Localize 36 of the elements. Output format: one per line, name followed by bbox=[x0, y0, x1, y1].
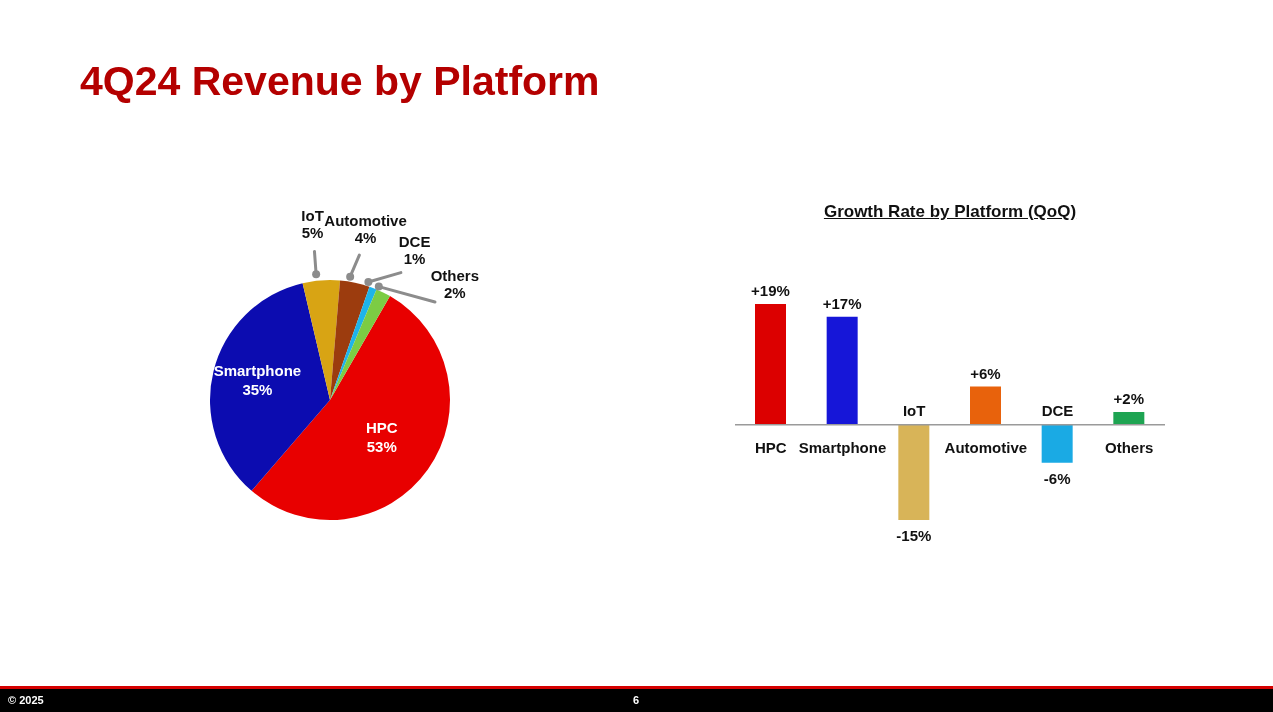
bar bbox=[898, 424, 930, 520]
chart-title: Growth Rate by Platform (QoQ) bbox=[822, 202, 1078, 222]
pie-slice bbox=[330, 289, 390, 400]
data-label: 35% bbox=[242, 381, 273, 399]
pie-slice bbox=[210, 283, 330, 491]
data-label: -15% bbox=[896, 527, 932, 544]
data-label: +2% bbox=[1113, 390, 1145, 407]
data-label: +19% bbox=[751, 282, 790, 299]
data-label: +17% bbox=[822, 294, 862, 312]
data-label: +6% bbox=[970, 364, 1001, 382]
x-tick-label: Smartphone bbox=[798, 438, 887, 456]
slice-label: DCE bbox=[398, 232, 431, 250]
bar bbox=[755, 304, 786, 425]
bar bbox=[1113, 412, 1145, 425]
data-label: 2% bbox=[444, 284, 466, 302]
slice-label: Smartphone bbox=[213, 362, 302, 380]
x-tick-label: Others bbox=[1104, 438, 1154, 456]
text: © 2025 bbox=[8, 694, 44, 706]
x-tick-label: HPC bbox=[755, 438, 787, 456]
data-label: 53% bbox=[366, 438, 397, 456]
bar bbox=[970, 386, 1001, 425]
data-label: -6% bbox=[1043, 469, 1071, 487]
slice-label: HPC bbox=[365, 419, 398, 437]
bar bbox=[826, 316, 858, 425]
pie-slice bbox=[302, 280, 341, 400]
data-label: 4% bbox=[354, 228, 377, 246]
chart-title: 4Q24 Revenue by Platform bbox=[80, 58, 600, 105]
slice-label: Others bbox=[430, 267, 480, 285]
slice-label: IoT bbox=[301, 207, 324, 225]
slice-label: Automotive bbox=[324, 211, 407, 229]
bar bbox=[1041, 424, 1073, 463]
x-tick-label: Automotive bbox=[944, 438, 1028, 456]
text: 6 bbox=[631, 694, 641, 706]
pie-slice bbox=[330, 280, 370, 400]
data-label: 1% bbox=[403, 249, 426, 267]
data-label: 5% bbox=[301, 224, 324, 242]
